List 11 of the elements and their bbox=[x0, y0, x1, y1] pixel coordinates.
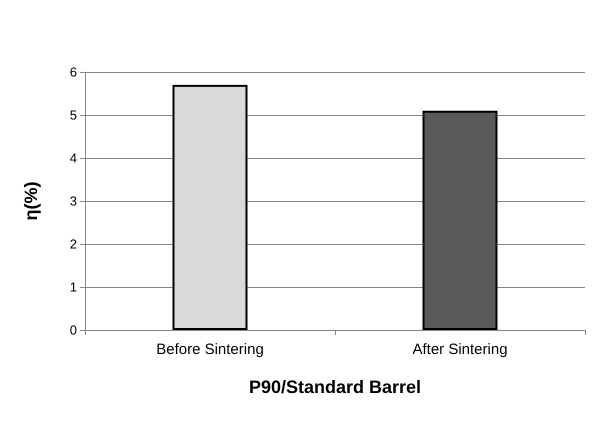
y-tick-label: 6 bbox=[70, 64, 77, 80]
y-tick-label: 0 bbox=[70, 322, 77, 338]
x-tick-label: After Sintering bbox=[412, 341, 508, 358]
y-tick-label: 3 bbox=[70, 194, 77, 208]
y-tick-label: 2 bbox=[70, 236, 77, 252]
y-axis-title: η(%) bbox=[21, 182, 41, 220]
x-tick-label: Before Sintering bbox=[156, 341, 264, 358]
y-tick-label: 4 bbox=[70, 150, 77, 166]
x-axis-title: P90/Standard Barrel bbox=[248, 377, 422, 397]
y-tick-label: 1 bbox=[70, 280, 77, 294]
y-tick-label: 5 bbox=[70, 108, 77, 122]
